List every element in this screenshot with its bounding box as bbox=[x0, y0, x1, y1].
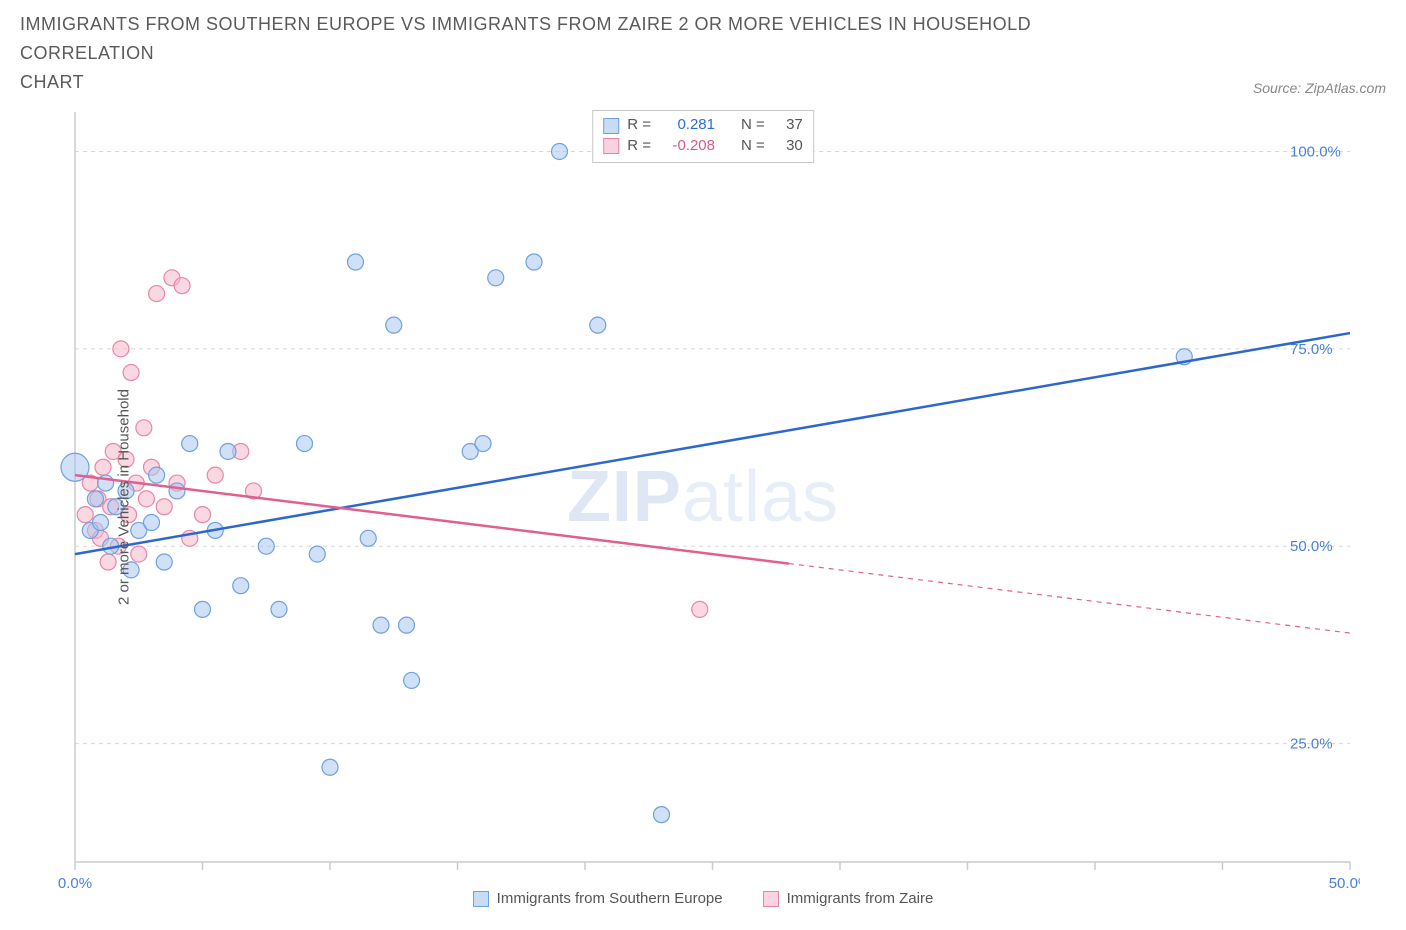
scatter-point bbox=[138, 491, 154, 507]
scatter-point bbox=[149, 468, 165, 484]
y-axis-label: 2 or more Vehicles in Household bbox=[115, 389, 132, 605]
scatter-point bbox=[475, 436, 491, 452]
scatter-point bbox=[233, 578, 249, 594]
scatter-point bbox=[386, 318, 402, 334]
scatter-point bbox=[309, 546, 325, 562]
scatter-point bbox=[348, 254, 364, 270]
scatter-point bbox=[156, 554, 172, 570]
legend-item: Immigrants from Southern Europe bbox=[473, 890, 723, 907]
scatter-point bbox=[113, 341, 129, 357]
trend-line bbox=[75, 333, 1350, 554]
scatter-point bbox=[136, 420, 152, 436]
svg-text:25.0%: 25.0% bbox=[1290, 736, 1333, 753]
scatter-point bbox=[297, 436, 313, 452]
r-value: 0.281 bbox=[659, 115, 715, 135]
scatter-point bbox=[95, 460, 111, 476]
scatter-point bbox=[526, 254, 542, 270]
scatter-point bbox=[195, 507, 211, 523]
n-value: 37 bbox=[773, 115, 803, 135]
svg-text:0.0%: 0.0% bbox=[58, 875, 92, 892]
title-line-2: CHART bbox=[20, 72, 84, 92]
legend-swatch bbox=[763, 891, 779, 907]
scatter-point bbox=[322, 760, 338, 776]
stats-legend-box: R = 0.281 N = 37 R = -0.208 N = 30 bbox=[592, 110, 814, 163]
stats-row: R = 0.281 N = 37 bbox=[603, 115, 803, 135]
scatter-point bbox=[182, 436, 198, 452]
legend-label: Immigrants from Zaire bbox=[787, 890, 934, 907]
n-label: N = bbox=[741, 115, 765, 135]
title-line-1: IMMIGRANTS FROM SOUTHERN EUROPE VS IMMIG… bbox=[20, 14, 1031, 63]
scatter-point bbox=[77, 507, 93, 523]
legend-swatch bbox=[603, 138, 619, 154]
scatter-point bbox=[123, 365, 139, 381]
legend-swatch bbox=[603, 118, 619, 134]
header-row: IMMIGRANTS FROM SOUTHERN EUROPE VS IMMIG… bbox=[20, 10, 1386, 96]
scatter-point bbox=[131, 546, 147, 562]
trend-line bbox=[75, 476, 789, 564]
scatter-point bbox=[156, 499, 172, 515]
scatter-point bbox=[87, 491, 103, 507]
r-value: -0.208 bbox=[659, 136, 715, 156]
legend-item: Immigrants from Zaire bbox=[763, 890, 934, 907]
scatter-point bbox=[373, 618, 389, 634]
scatter-point bbox=[93, 515, 109, 531]
scatter-point bbox=[220, 444, 236, 460]
scatter-point bbox=[271, 602, 287, 618]
scatter-point bbox=[195, 602, 211, 618]
scatter-point bbox=[654, 807, 670, 823]
svg-text:50.0%: 50.0% bbox=[1290, 539, 1333, 556]
scatter-point bbox=[404, 673, 420, 689]
legend-label: Immigrants from Southern Europe bbox=[497, 890, 723, 907]
scatter-point bbox=[169, 483, 185, 499]
source-label: Source: ZipAtlas.com bbox=[1253, 80, 1386, 96]
scatter-point bbox=[692, 602, 708, 618]
legend-swatch bbox=[473, 891, 489, 907]
r-label: R = bbox=[627, 136, 651, 156]
svg-text:100.0%: 100.0% bbox=[1290, 144, 1341, 161]
scatter-point bbox=[590, 318, 606, 334]
n-value: 30 bbox=[773, 136, 803, 156]
scatter-point bbox=[100, 554, 116, 570]
scatter-point bbox=[144, 515, 160, 531]
bottom-legend: Immigrants from Southern Europe Immigrant… bbox=[20, 890, 1386, 907]
scatter-point bbox=[149, 286, 165, 302]
scatter-point bbox=[174, 278, 190, 294]
stats-row: R = -0.208 N = 30 bbox=[603, 136, 803, 156]
scatter-point bbox=[399, 618, 415, 634]
chart-container: 2 or more Vehicles in Household ZIPatlas… bbox=[20, 102, 1386, 892]
scatter-point bbox=[488, 270, 504, 286]
trend-line-extrapolated bbox=[789, 564, 1350, 633]
scatter-point bbox=[552, 144, 568, 160]
chart-title: IMMIGRANTS FROM SOUTHERN EUROPE VS IMMIG… bbox=[20, 10, 1120, 96]
scatter-chart: 25.0%50.0%75.0%100.0%0.0%50.0% bbox=[20, 102, 1360, 892]
scatter-point bbox=[207, 468, 223, 484]
svg-text:50.0%: 50.0% bbox=[1329, 875, 1360, 892]
scatter-point bbox=[258, 539, 274, 555]
n-label: N = bbox=[741, 136, 765, 156]
r-label: R = bbox=[627, 115, 651, 135]
scatter-point bbox=[360, 531, 376, 547]
